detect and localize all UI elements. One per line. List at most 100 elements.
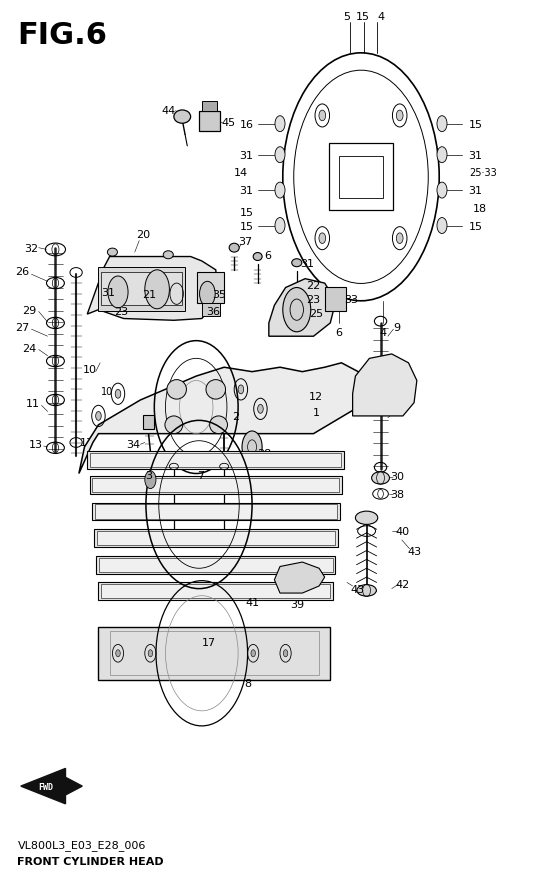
Text: 18: 18 (473, 204, 487, 214)
Bar (87, 452, 344, 470)
Bar (95, 505, 337, 519)
Text: 45: 45 (222, 118, 236, 128)
Bar (325, 287, 346, 312)
Text: 36: 36 (206, 307, 220, 317)
Text: 44: 44 (161, 106, 175, 116)
Bar (99, 558, 333, 572)
Ellipse shape (108, 249, 118, 257)
Bar (197, 272, 224, 303)
Text: 16: 16 (240, 120, 254, 129)
Text: 42: 42 (396, 579, 410, 589)
Ellipse shape (174, 111, 190, 124)
Bar (202, 303, 220, 316)
Ellipse shape (253, 253, 262, 261)
Circle shape (275, 183, 285, 198)
Text: 11: 11 (26, 398, 40, 408)
Text: 31: 31 (469, 186, 483, 196)
Text: 32: 32 (24, 244, 39, 253)
Bar (97, 532, 335, 546)
Text: 4: 4 (377, 12, 384, 21)
Text: 31: 31 (240, 186, 254, 196)
Ellipse shape (229, 244, 239, 253)
Circle shape (242, 431, 262, 463)
Bar (96, 556, 335, 574)
Circle shape (145, 270, 169, 309)
Text: 10: 10 (101, 386, 113, 397)
Circle shape (238, 385, 244, 394)
Bar (92, 503, 340, 521)
Circle shape (437, 148, 447, 163)
Bar (90, 477, 342, 494)
Text: 34: 34 (127, 439, 141, 450)
Text: 15: 15 (356, 12, 370, 21)
Text: FWD: FWD (38, 781, 53, 790)
Polygon shape (353, 354, 417, 416)
Polygon shape (269, 279, 336, 337)
Text: 35: 35 (213, 290, 227, 299)
Circle shape (275, 218, 285, 234)
Bar (199, 113, 220, 132)
Ellipse shape (356, 511, 378, 525)
Circle shape (108, 276, 128, 308)
Text: 37: 37 (239, 237, 253, 247)
Circle shape (437, 183, 447, 198)
Text: 4: 4 (380, 328, 387, 338)
Text: 43: 43 (350, 584, 364, 594)
Text: 40: 40 (396, 526, 410, 536)
Text: 3: 3 (145, 470, 152, 481)
Circle shape (251, 650, 255, 657)
Circle shape (319, 234, 326, 245)
Ellipse shape (357, 585, 376, 596)
Bar (101, 272, 182, 306)
Text: 12: 12 (309, 392, 323, 402)
Ellipse shape (372, 472, 390, 485)
Circle shape (199, 282, 215, 307)
Bar (143, 416, 155, 430)
Circle shape (283, 288, 311, 332)
Text: 15: 15 (240, 208, 254, 218)
Text: 10: 10 (83, 364, 97, 375)
Circle shape (437, 117, 447, 133)
Circle shape (258, 405, 263, 414)
Text: 25: 25 (309, 309, 323, 319)
Text: 13: 13 (80, 438, 94, 448)
Circle shape (396, 234, 403, 245)
Text: 15: 15 (469, 120, 483, 129)
Ellipse shape (167, 380, 186, 400)
Text: 1: 1 (313, 408, 320, 418)
Circle shape (96, 412, 101, 421)
Ellipse shape (206, 380, 226, 400)
Text: 9: 9 (394, 323, 401, 333)
Bar (329, 144, 393, 211)
Text: 29: 29 (22, 306, 37, 315)
Text: 26: 26 (15, 267, 29, 276)
Text: 6: 6 (335, 328, 342, 338)
Text: 7: 7 (197, 470, 204, 481)
Bar (90, 454, 342, 468)
Text: 13: 13 (29, 439, 43, 450)
Circle shape (396, 111, 403, 121)
Circle shape (283, 650, 288, 657)
Text: VL800L3_E03_E28_006: VL800L3_E03_E28_006 (17, 839, 146, 850)
Text: 20: 20 (136, 230, 150, 240)
Circle shape (116, 650, 120, 657)
Text: 27: 27 (15, 323, 29, 333)
Polygon shape (21, 768, 82, 804)
Bar (101, 585, 330, 599)
Ellipse shape (164, 252, 173, 260)
Circle shape (148, 650, 153, 657)
Text: 2: 2 (232, 411, 239, 422)
Bar (99, 627, 330, 680)
Text: 31: 31 (469, 151, 483, 160)
Text: 38: 38 (390, 489, 404, 500)
Text: 28: 28 (257, 448, 272, 459)
Text: 22: 22 (306, 281, 321, 291)
Text: 24: 24 (22, 344, 37, 354)
Text: 8: 8 (244, 679, 251, 688)
Circle shape (145, 471, 156, 489)
Bar (99, 583, 333, 601)
Text: 33: 33 (344, 295, 358, 305)
Text: 5: 5 (343, 12, 351, 21)
Text: 31: 31 (101, 288, 115, 298)
Text: 31: 31 (300, 259, 314, 268)
